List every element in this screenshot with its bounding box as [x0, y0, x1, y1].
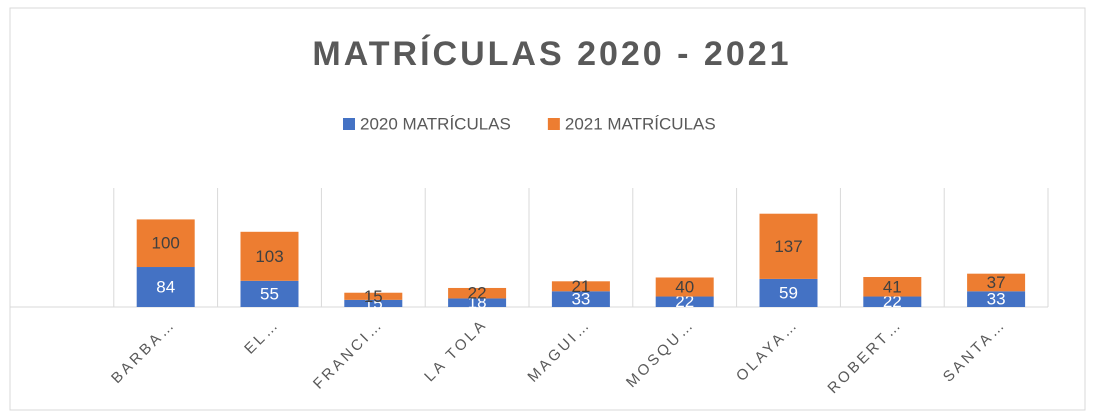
data-label: 37	[987, 273, 1006, 292]
data-label: 33	[987, 290, 1006, 309]
bar-segment	[759, 278, 818, 307]
legend-label: 2021 MATRÍCULAS	[565, 114, 716, 133]
bar-segment	[136, 219, 195, 268]
bar-segment	[240, 280, 299, 307]
data-label: 22	[675, 292, 694, 311]
bar-segment	[863, 277, 922, 297]
bar-segment	[240, 231, 299, 281]
legend-label: 2020 MATRÍCULAS	[360, 114, 511, 133]
legend-swatch	[547, 118, 560, 130]
data-label: 15	[364, 287, 383, 306]
bar-segment	[448, 287, 507, 299]
data-label: 41	[883, 277, 902, 296]
legend-swatch	[343, 118, 355, 130]
bar-segment	[759, 213, 818, 279]
bar-segment	[344, 299, 403, 307]
data-label: 33	[571, 290, 590, 309]
bar-segment	[551, 291, 610, 307]
data-label: 55	[260, 284, 279, 303]
bar-segment	[655, 296, 714, 307]
data-label: 22	[883, 292, 902, 311]
chart-frame	[9, 7, 1086, 411]
bar-segment	[551, 281, 610, 292]
chart-title: MATRÍCULAS 2020 - 2021	[312, 35, 791, 73]
bar-segment	[967, 291, 1026, 307]
bar-segment	[344, 292, 403, 300]
data-label: 59	[779, 283, 798, 302]
bar-segment	[967, 273, 1026, 292]
data-label: 40	[675, 277, 694, 296]
data-label: 22	[468, 284, 487, 303]
bar-segment	[136, 267, 195, 307]
bar-segment	[863, 296, 922, 307]
bar-segment	[448, 298, 507, 307]
data-label: 137	[774, 237, 802, 256]
data-label: 84	[156, 277, 175, 296]
data-label: 21	[571, 277, 590, 296]
data-label: 100	[152, 234, 180, 253]
data-label: 103	[255, 247, 283, 266]
bar-segment	[655, 277, 714, 297]
